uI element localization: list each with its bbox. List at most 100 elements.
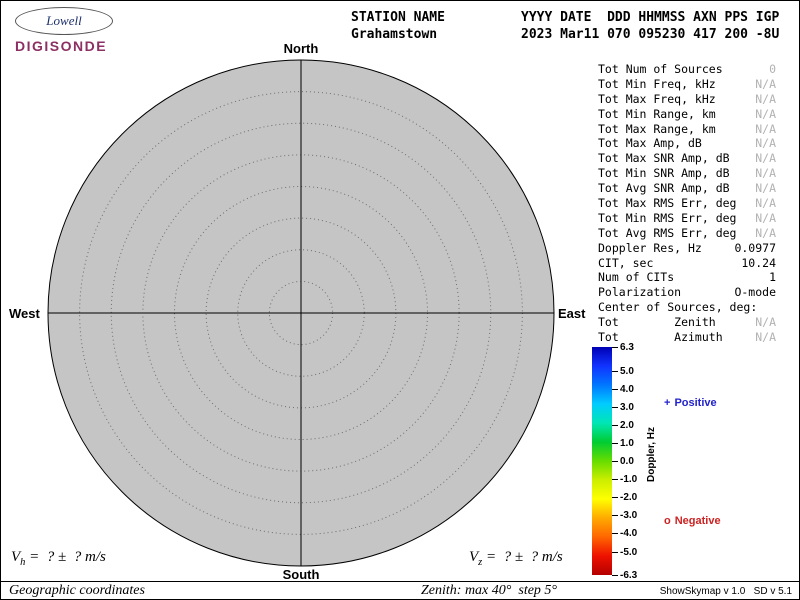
stat-row: Tot Min Range, km N/A: [598, 107, 776, 122]
stat-label: Tot Min RMS Err, deg: [598, 210, 737, 225]
colorbar-tick: 0.0: [612, 455, 634, 467]
colorbar-tick: 1.0: [612, 437, 634, 449]
stat-row: Tot Min Freq, kHz N/A: [598, 77, 776, 92]
compass-east-label: East: [558, 306, 586, 321]
zenith-range-label: Zenith: max 40° step 5°: [421, 583, 558, 598]
horizontal-velocity-readout: Vh = ? ± ? m/s: [11, 549, 106, 568]
tick-mark: [612, 532, 618, 534]
header-fields-label: YYYY DATE DDD HHMMSS AXN PPS IGP: [521, 10, 780, 25]
station-header-block: STATION NAME Grahamstown: [351, 9, 445, 43]
stat-value: 0.0977: [734, 240, 776, 255]
tick-mark: [612, 551, 618, 553]
tick-mark: [612, 424, 618, 426]
colorbar-tick: -6.3: [612, 569, 637, 581]
stat-row: Num of CITs 1: [598, 270, 776, 285]
stat-label: Tot Max RMS Err, deg: [598, 196, 737, 211]
tick-mark: [612, 460, 618, 462]
stat-row: Tot Max Freq, kHz N/A: [598, 92, 776, 107]
stat-value: N/A: [755, 76, 776, 91]
stat-row: Tot Max RMS Err, deg N/A: [598, 196, 776, 211]
stat-value: N/A: [755, 210, 776, 225]
compass-west-label: West: [9, 306, 40, 321]
vz-symbol: Vz: [469, 549, 483, 568]
app-version-label: ShowSkymap v 1.0 SD v 5.1: [659, 586, 792, 597]
stat-row: Tot Max SNR Amp, dB N/A: [598, 151, 776, 166]
stats-panel: Tot Num of Sources 0 Tot Min Freq, kHz N/A…: [598, 62, 776, 345]
stat-label: Tot Min Range, km: [598, 106, 716, 121]
colorbar-tick: 2.0: [612, 419, 634, 431]
stat-value: N/A: [755, 166, 776, 181]
stat-row: Tot Max Range, km N/A: [598, 122, 776, 137]
header-fields-value: 2023 Mar11 070 095230 417 200 -8U: [521, 27, 780, 42]
lowell-logo-ellipse: Lowell: [15, 7, 113, 35]
tick-mark: [612, 388, 618, 390]
lowell-brand-text: Lowell: [46, 13, 82, 28]
colorbar-tick: 5.0: [612, 365, 634, 377]
stat-label: Center of Sources, deg:: [598, 300, 758, 315]
legend-positive: + Positive: [664, 397, 717, 409]
tick-mark: [612, 496, 618, 498]
positive-marker-icon: +: [664, 397, 671, 409]
coordinate-system-label: Geographic coordinates: [9, 583, 145, 598]
vh-symbol: Vh: [11, 549, 26, 568]
skymap-polar-plot: [47, 59, 555, 567]
stat-label: Tot Avg RMS Err, deg: [598, 225, 737, 240]
header-fields-block: YYYY DATE DDD HHMMSS AXN PPS IGP 2023 Ma…: [521, 9, 779, 43]
stat-label: Tot Avg SNR Amp, dB: [598, 181, 730, 196]
tick-label: -2.0: [620, 491, 638, 503]
stat-label: Tot Max Freq, kHz: [598, 91, 716, 106]
negative-label: Negative: [674, 515, 721, 527]
stat-label: Polarization: [598, 285, 682, 300]
stat-label: Tot Max SNR Amp, dB: [598, 151, 730, 166]
stat-value: N/A: [755, 106, 776, 121]
stat-label: Tot Max Amp, dB: [598, 136, 702, 151]
footer-separator: [1, 581, 799, 582]
colorbar-tick: -3.0: [612, 509, 637, 521]
stat-value: N/A: [755, 315, 776, 330]
tick-label: 1.0: [620, 437, 634, 449]
stat-label: Doppler Res, Hz: [598, 240, 702, 255]
colorbar-title: Doppler, Hz: [646, 427, 657, 483]
tick-label: 5.0: [620, 365, 634, 377]
stat-row: Tot Avg SNR Amp, dB N/A: [598, 181, 776, 196]
stat-row: Tot Min RMS Err, deg N/A: [598, 211, 776, 226]
vz-value: = ? ± ? m/s: [482, 549, 563, 565]
compass-south-label: South: [282, 567, 320, 582]
stat-value: N/A: [755, 136, 776, 151]
stat-value: N/A: [755, 151, 776, 166]
negative-marker-icon: o: [664, 515, 671, 527]
stat-value: 10.24: [741, 255, 776, 270]
colorbar-tick: 3.0: [612, 401, 634, 413]
tick-mark: [612, 346, 618, 348]
stat-label: Tot Zenith: [598, 315, 716, 330]
stat-value: 0: [769, 62, 776, 76]
colorbar-tick: -2.0: [612, 491, 637, 503]
stat-row: Tot Num of Sources 0: [598, 62, 776, 77]
colorbar-tick: 4.0: [612, 383, 634, 395]
stat-row: Tot Max Amp, dB N/A: [598, 136, 776, 151]
station-name-value: Grahamstown: [351, 27, 438, 42]
tick-mark: [612, 370, 618, 372]
tick-mark: [612, 478, 618, 480]
colorbar-tick: -5.0: [612, 546, 637, 558]
tick-mark: [612, 442, 618, 444]
vh-value: = ? ± ? m/s: [25, 549, 106, 565]
stat-label: Tot Num of Sources: [598, 62, 723, 76]
tick-label: 4.0: [620, 383, 634, 395]
colorbar-ticks: 6.3 5.0 4.0 3.0 2.0 1.0 0.0 -1.0 -2.0 -3…: [612, 342, 672, 581]
colorbar-gradient: [592, 347, 612, 575]
station-name-label: STATION NAME: [351, 10, 445, 25]
tick-label: 3.0: [620, 401, 634, 413]
tick-label: -4.0: [620, 527, 638, 539]
tick-label: 2.0: [620, 419, 634, 431]
stat-value: N/A: [755, 91, 776, 106]
stat-label: CIT, sec: [598, 255, 654, 270]
colorbar-tick: 6.3: [612, 341, 634, 353]
stat-label: Tot Min SNR Amp, dB: [598, 166, 730, 181]
stat-value: N/A: [755, 225, 776, 240]
vertical-velocity-readout: Vz = ? ± ? m/s: [469, 549, 563, 568]
stat-row: Polarization O-mode: [598, 285, 776, 300]
tick-mark: [612, 406, 618, 408]
tick-mark: [612, 574, 618, 576]
